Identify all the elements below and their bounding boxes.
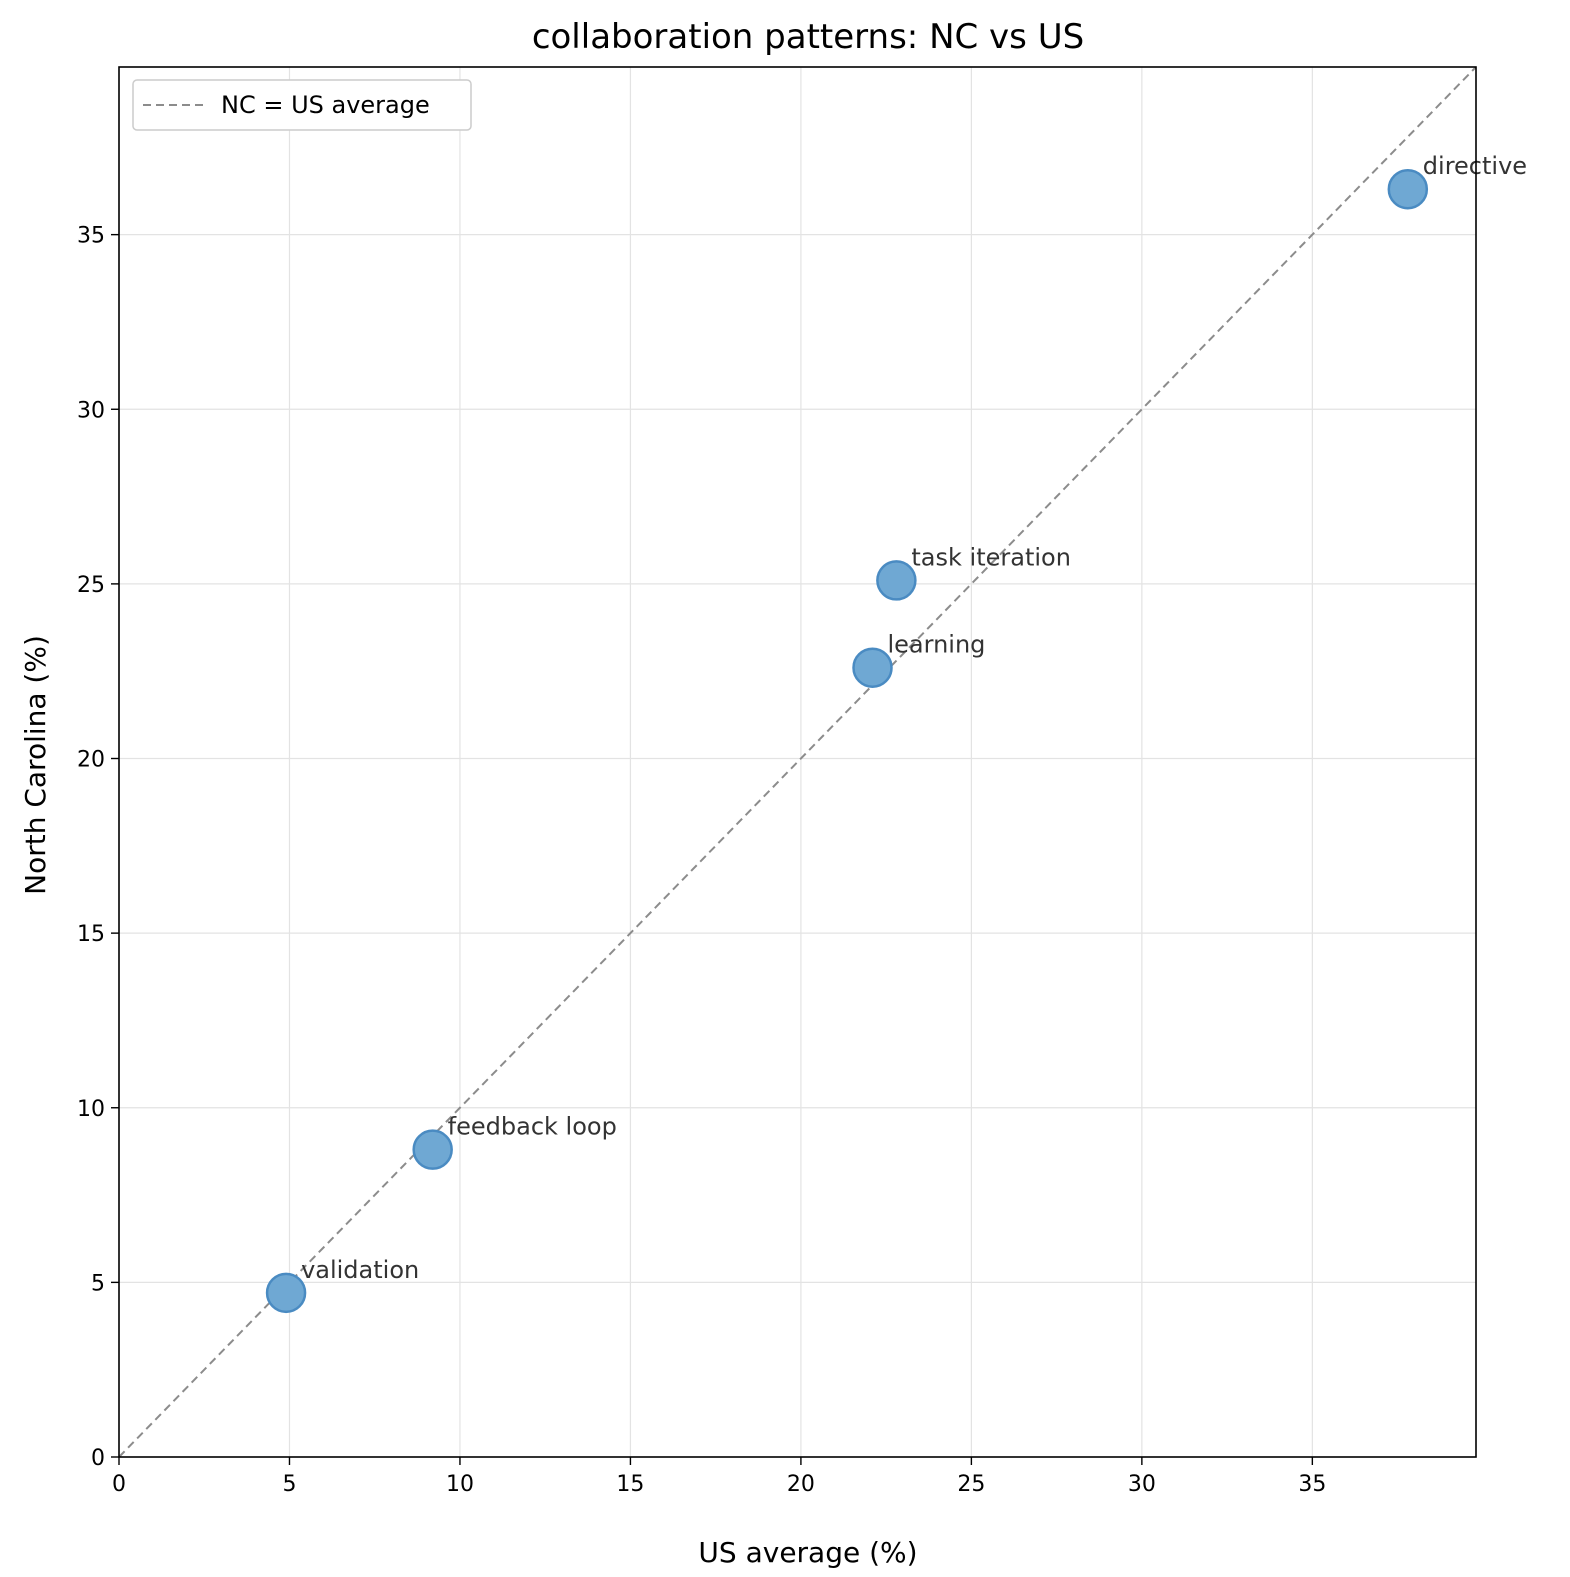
x-axis-label: US average (%)	[698, 1536, 917, 1569]
reference-line-nc-equals-us	[118, 66, 1477, 1458]
y-tick-label: 35	[77, 224, 105, 249]
legend-box	[132, 79, 472, 131]
x-tick-label: 20	[787, 1472, 815, 1497]
ticks-layer: 0 5 10 15 20 25 30 35 0 5 10 15 20 25 30 35	[77, 224, 1326, 1497]
x-tick-label: 25	[957, 1472, 985, 1497]
x-tick-label: 5	[282, 1472, 296, 1497]
reference-line-layer	[118, 66, 1477, 1458]
data-point-label: feedback loop	[448, 1113, 617, 1141]
data-point	[876, 560, 917, 601]
y-tick-label: 10	[77, 1097, 105, 1122]
data-point-label: learning	[888, 631, 986, 659]
points-layer: directive task iteration learning feedback …	[265, 152, 1527, 1314]
y-tick-label: 25	[77, 573, 105, 598]
x-tick-label: 30	[1128, 1472, 1156, 1497]
y-tick-label: 5	[91, 1271, 105, 1296]
legend-entry-label: NC = US average	[221, 91, 430, 119]
x-tick-label: 15	[616, 1472, 644, 1497]
data-point-label: validation	[301, 1256, 419, 1284]
data-point	[852, 647, 893, 688]
plot-area-frame	[118, 66, 1477, 1458]
legend: NC = US average	[132, 79, 472, 131]
y-axis-label: North Carolina (%)	[19, 635, 52, 895]
data-point-label: directive	[1423, 152, 1527, 180]
x-tick-label: 35	[1298, 1472, 1326, 1497]
x-tick-label: 0	[112, 1472, 126, 1497]
data-point-label: task iteration	[911, 543, 1071, 571]
data-point	[265, 1272, 307, 1314]
y-tick-label: 30	[77, 398, 105, 423]
y-tick-label: 20	[77, 748, 105, 773]
chart-title: collaboration patterns: NC vs US	[532, 17, 1084, 57]
x-tick-label: 10	[446, 1472, 474, 1497]
data-point	[412, 1129, 453, 1170]
grid	[118, 67, 1476, 1458]
y-tick-label: 15	[77, 922, 105, 947]
data-point	[1387, 168, 1429, 210]
y-tick-label: 0	[91, 1446, 105, 1471]
